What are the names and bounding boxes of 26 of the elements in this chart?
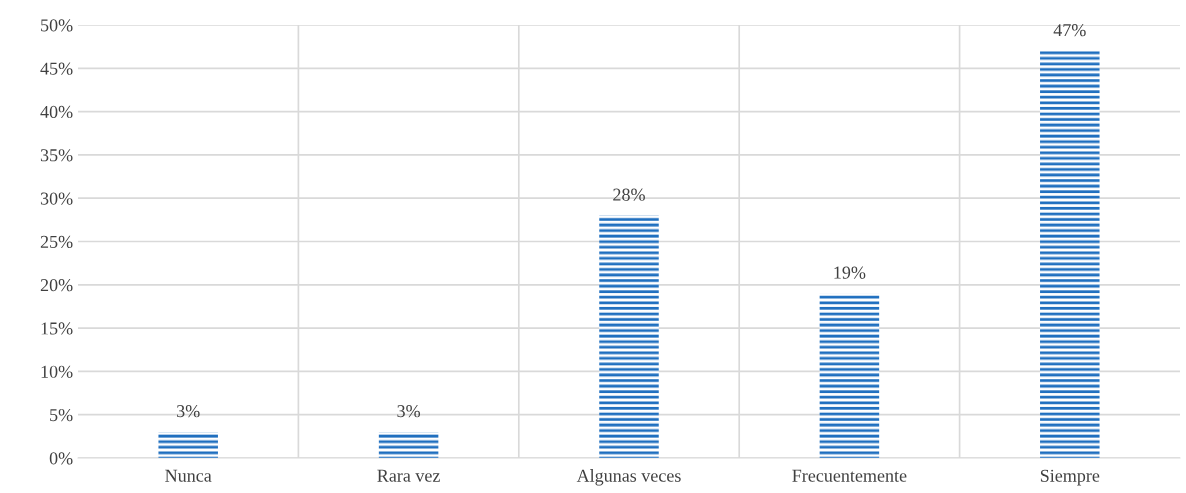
data-label: 3% — [177, 405, 200, 418]
y-tick-label: 40% — [40, 105, 73, 119]
bar — [158, 432, 218, 458]
y-tick-label: 10% — [41, 365, 73, 378]
bar — [599, 215, 659, 458]
x-tick-label: Siempre — [1040, 469, 1100, 486]
data-label: 19% — [834, 266, 866, 279]
y-tick-label: 45% — [40, 62, 73, 75]
data-label: 28% — [613, 188, 645, 201]
x-tick-label: Algunas veces — [576, 469, 681, 486]
y-tick-label: 30% — [40, 192, 73, 205]
y-tick-label: 0% — [49, 452, 73, 465]
y-tick-label: 15% — [41, 322, 73, 335]
y-tick-label: 25% — [40, 235, 73, 248]
bar — [1040, 50, 1100, 458]
bar — [378, 432, 439, 458]
y-tick-label: 5% — [50, 408, 73, 422]
y-tick-label: 50% — [41, 19, 73, 32]
bar — [819, 293, 880, 458]
data-label: 47% — [1053, 24, 1086, 37]
x-tick-label: Frecuentemente — [792, 469, 907, 482]
y-tick-label: 35% — [40, 149, 73, 162]
x-tick-label: Rara vez — [377, 469, 440, 482]
data-label: 3% — [397, 405, 421, 418]
y-tick-label: 20% — [40, 279, 73, 292]
x-tick-label: Nunca — [165, 469, 212, 482]
